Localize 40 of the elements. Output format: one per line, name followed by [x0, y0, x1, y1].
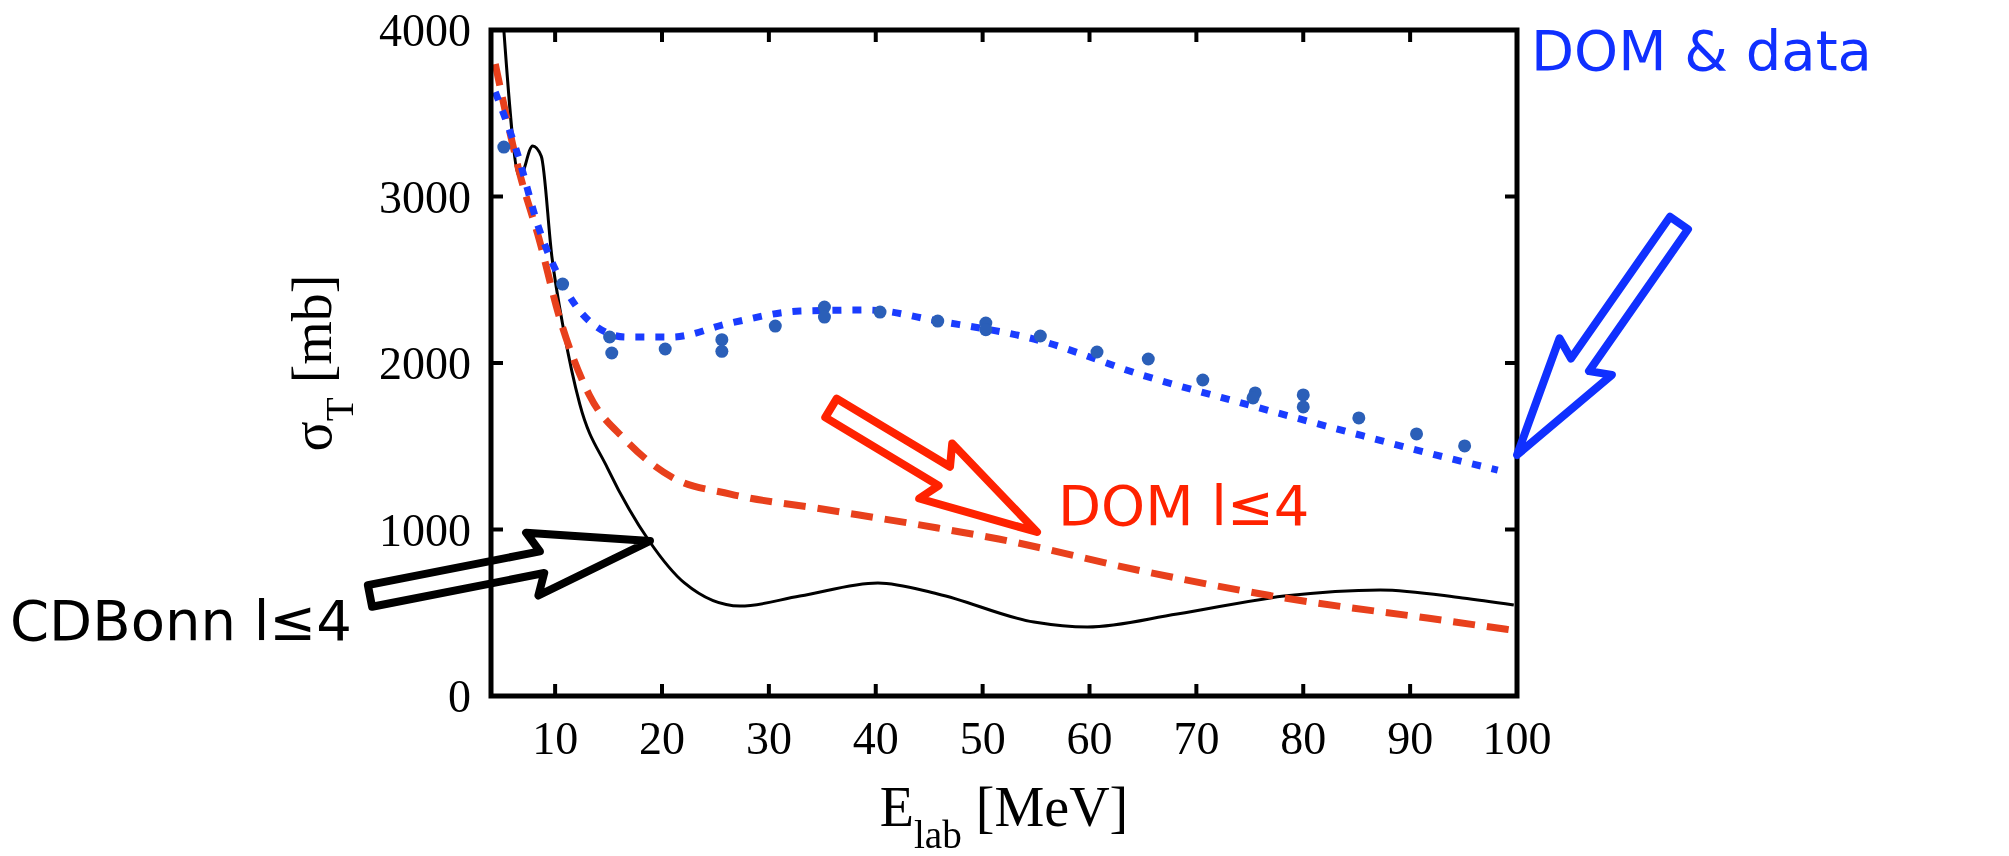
x-tick-label: 30 [745, 713, 792, 764]
point [556, 277, 570, 291]
x-axis-title: E$_{lab}$ [MeV] [879, 776, 1129, 856]
annotation: DOM l≤4 [1058, 473, 1310, 538]
point [1246, 391, 1260, 405]
point [768, 319, 782, 333]
point [931, 314, 945, 328]
x-tick-label: 60 [1066, 713, 1113, 764]
point [605, 346, 619, 360]
point [497, 140, 511, 154]
y-tick-label: 4000 [379, 5, 471, 57]
x-tick-label: 90 [1387, 713, 1434, 764]
point [1410, 427, 1424, 441]
y-tick-label: 0 [448, 671, 471, 723]
point [715, 344, 729, 358]
point [817, 310, 831, 324]
text: DOM & data [1531, 18, 1872, 83]
x-tick-label: 70 [1173, 713, 1220, 764]
y-tick-label: 2000 [379, 338, 471, 390]
point [873, 305, 887, 319]
x-tick-label: 80 [1280, 713, 1327, 764]
x-tick-label: 100 [1482, 713, 1552, 764]
x-tick-label: 20 [639, 713, 685, 764]
x-tick-label: 40 [852, 713, 899, 764]
point [603, 330, 617, 344]
text: CDBonn l≤4 [10, 588, 352, 653]
point [1141, 352, 1155, 366]
point [1352, 411, 1366, 425]
point [1458, 439, 1472, 453]
point [1296, 388, 1310, 402]
x-tick-label: 50 [959, 713, 1006, 764]
point [1196, 373, 1210, 387]
x-tick-label: 10 [532, 713, 579, 764]
y-tick-label: 1000 [379, 504, 471, 556]
point [1090, 345, 1104, 359]
point [1033, 329, 1047, 343]
point [715, 333, 729, 347]
y-tick-label: 3000 [379, 171, 471, 223]
point [1296, 400, 1310, 414]
point [658, 342, 672, 356]
